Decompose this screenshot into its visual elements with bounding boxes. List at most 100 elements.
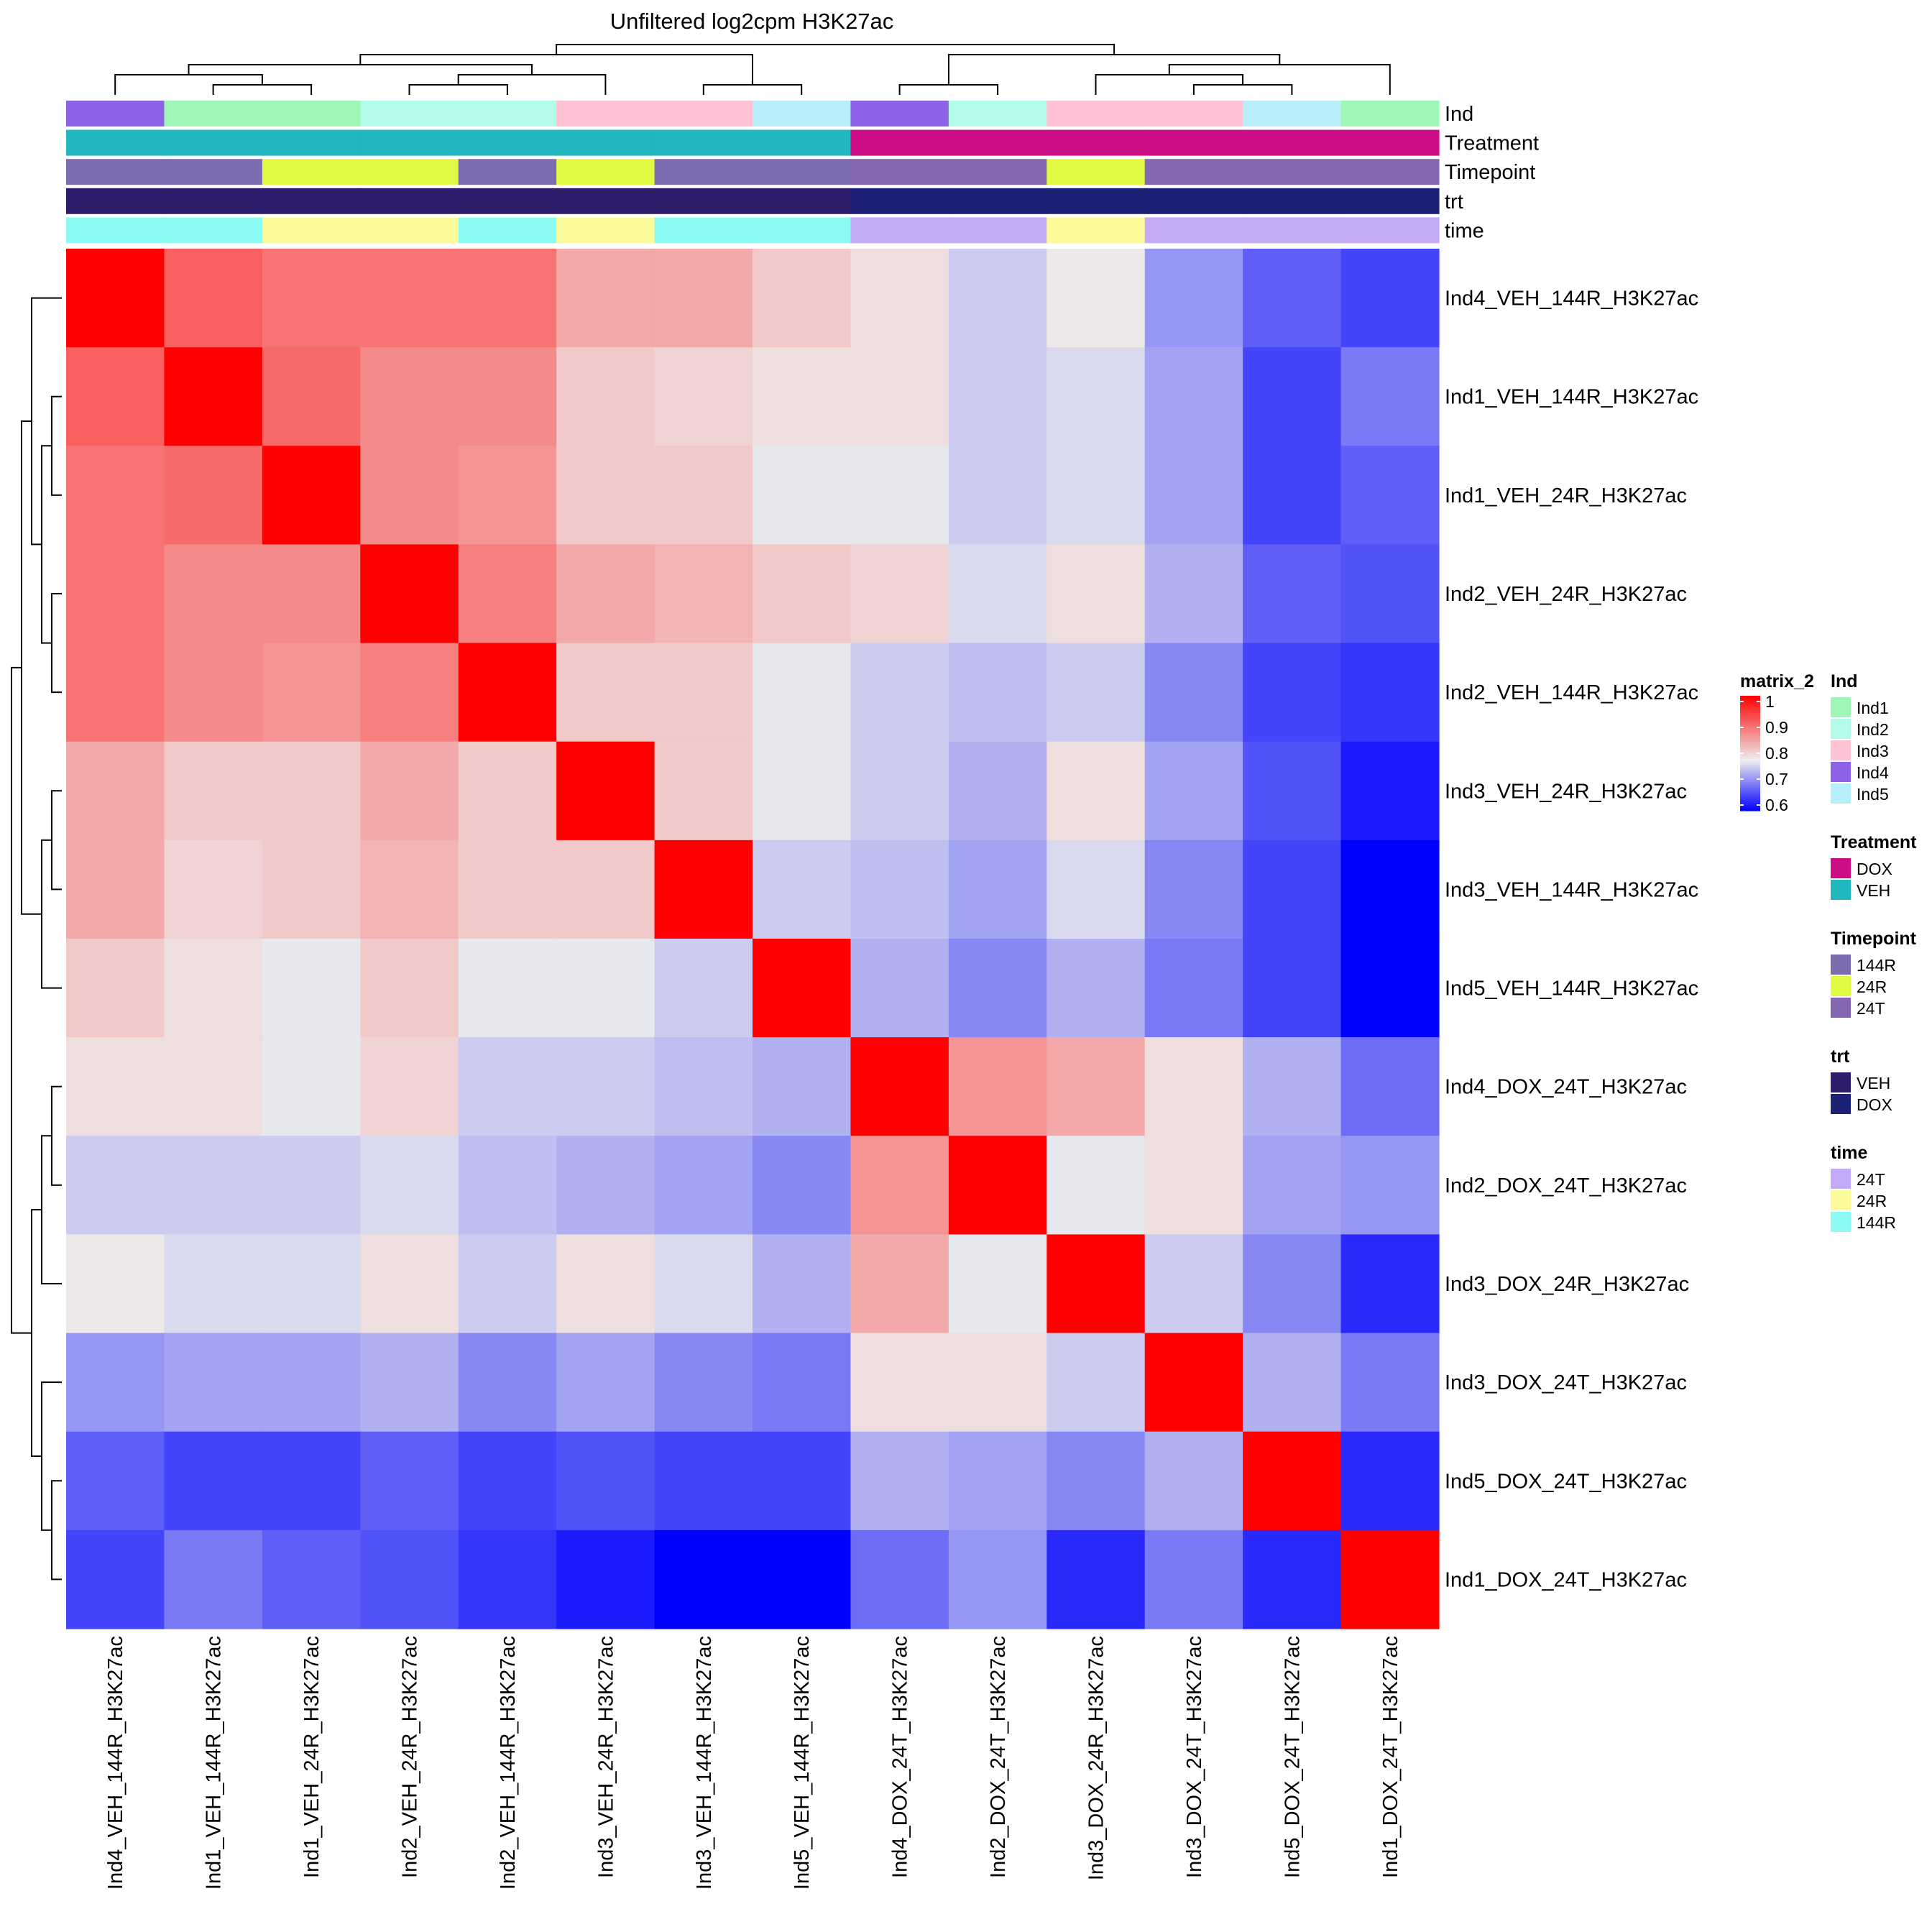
legend-entry-label: DOX — [1857, 860, 1892, 878]
legend-gradient-step — [1740, 736, 1760, 739]
heatmap-cell — [850, 544, 949, 644]
heatmap-cell — [66, 840, 165, 939]
heatmap-cell — [262, 1333, 361, 1432]
heatmap-cell — [360, 1530, 459, 1629]
legend-gradient-step — [1740, 774, 1760, 777]
legend-swatch — [1831, 1212, 1851, 1232]
annotation-cell-trt — [556, 188, 656, 214]
legend-swatch — [1831, 1169, 1851, 1189]
heatmap-cell — [262, 939, 361, 1038]
row-label: Ind3_DOX_24R_H3K27ac — [1445, 1273, 1689, 1296]
heatmap-cell — [1046, 939, 1146, 1038]
legend-gradient-step — [1740, 696, 1760, 699]
heatmap-cell — [262, 1431, 361, 1531]
heatmap-cell — [948, 544, 1047, 644]
heatmap-cell — [164, 840, 263, 939]
annotation-label-ind: Ind — [1445, 103, 1473, 126]
annotation-cell-treatment — [1243, 129, 1342, 156]
legend-gradient-step — [1740, 805, 1760, 808]
legend-entry-label: Ind1 — [1857, 699, 1889, 717]
annotation-cell-treatment — [1046, 129, 1146, 156]
legend-gradient-step — [1740, 794, 1760, 796]
heatmap-cell — [66, 1530, 165, 1629]
heatmap-cell — [948, 446, 1047, 546]
heatmap-cell — [1340, 1136, 1440, 1236]
heatmap-cell — [1144, 249, 1243, 348]
annotation-cell-trt — [66, 188, 165, 214]
annotation-tracks: Ind Treatment Timepoint trt time — [66, 101, 1539, 244]
annotation-cell-trt — [262, 188, 361, 214]
annotation-cell-time — [1340, 217, 1440, 244]
legend-entry-label: 24T — [1857, 1170, 1885, 1189]
annotation-cell-trt — [948, 188, 1047, 214]
legend-swatch — [1831, 1190, 1851, 1210]
heatmap-cell — [1046, 1431, 1146, 1531]
heatmap-cell — [850, 446, 949, 546]
heatmap-cell — [66, 643, 165, 742]
legend-title-matrix: matrix_2 — [1740, 671, 1814, 691]
heatmap-cell — [1243, 1037, 1342, 1136]
heatmap-cell — [262, 840, 361, 939]
row-dendrogram — [11, 297, 62, 1581]
heatmap-cell — [458, 249, 557, 348]
heatmap-cell — [1046, 643, 1146, 742]
legend-swatch — [1831, 998, 1851, 1018]
heatmap-cell — [1144, 1234, 1243, 1334]
heatmap-cell — [164, 1431, 263, 1531]
legend-entry-label: 144R — [1857, 956, 1896, 975]
row-label: Ind4_VEH_144R_H3K27ac — [1445, 288, 1698, 310]
heatmap-cell — [458, 643, 557, 742]
annotation-label-treatment: Treatment — [1445, 132, 1539, 155]
legend-gradient-step — [1740, 713, 1760, 716]
annotation-cell-treatment — [1144, 129, 1243, 156]
heatmap-cell — [753, 1136, 852, 1236]
annotation-cell-time — [458, 217, 557, 244]
legend-gradient-step — [1740, 759, 1760, 762]
legend-gradient-step — [1740, 801, 1760, 804]
heatmap-cell — [850, 1136, 949, 1236]
column-label: Ind1_DOX_24T_H3K27ac — [1379, 1636, 1402, 1878]
heatmap-cell — [753, 741, 852, 841]
heatmap-cell — [1144, 939, 1243, 1038]
annotation-cell-ind — [753, 101, 852, 126]
heatmap-cell — [66, 347, 165, 446]
heatmap-cell — [164, 643, 263, 742]
legend-gradient-step — [1740, 751, 1760, 754]
annotation-cell-timepoint — [66, 159, 165, 185]
column-label: Ind2_DOX_24T_H3K27ac — [987, 1636, 1010, 1878]
legend-gradient-step — [1740, 755, 1760, 758]
annotation-cell-treatment — [262, 129, 361, 156]
heatmap-cell — [753, 544, 852, 644]
heatmap-cell — [1144, 544, 1243, 644]
column-label: Ind5_VEH_144R_H3K27ac — [791, 1636, 814, 1890]
heatmap-cell — [1340, 939, 1440, 1038]
heatmap-cell — [164, 446, 263, 546]
heatmap-cell — [654, 347, 753, 446]
dendrogram-branch — [188, 64, 533, 75]
heatmap-cell — [1144, 840, 1243, 939]
heatmap-cell — [1243, 347, 1342, 446]
annotation-cell-trt — [360, 188, 459, 214]
heatmap-cell — [556, 939, 656, 1038]
annotation-cell-time — [1046, 217, 1146, 244]
heatmap-cell — [948, 939, 1047, 1038]
annotation-cell-ind — [66, 101, 165, 126]
column-labels: Ind4_VEH_144R_H3K27ac Ind1_VEH_144R_H3K27… — [104, 1636, 1402, 1890]
dendrogram-branch — [947, 54, 1281, 85]
legend-gradient-step — [1740, 722, 1760, 725]
annotation-cell-ind — [556, 101, 656, 126]
heatmap-cell — [1340, 1037, 1440, 1136]
legend-entry-label: Ind4 — [1857, 763, 1889, 782]
dendrogram-branch — [51, 593, 62, 694]
heatmap-cell — [948, 1333, 1047, 1432]
legend-gradient-step — [1740, 709, 1760, 712]
legend-title-timepoint: Timepoint — [1831, 929, 1917, 949]
legend-gradient-step — [1740, 788, 1760, 791]
row-label: Ind2_VEH_144R_H3K27ac — [1445, 681, 1698, 704]
row-label: Ind3_VEH_24R_H3K27ac — [1445, 780, 1687, 803]
heatmap-cell — [262, 347, 361, 446]
heatmap-cell — [164, 249, 263, 348]
row-label: Ind1_DOX_24T_H3K27ac — [1445, 1568, 1687, 1591]
legend-gradient-step — [1740, 717, 1760, 719]
dendrogram-branch — [51, 1085, 62, 1186]
